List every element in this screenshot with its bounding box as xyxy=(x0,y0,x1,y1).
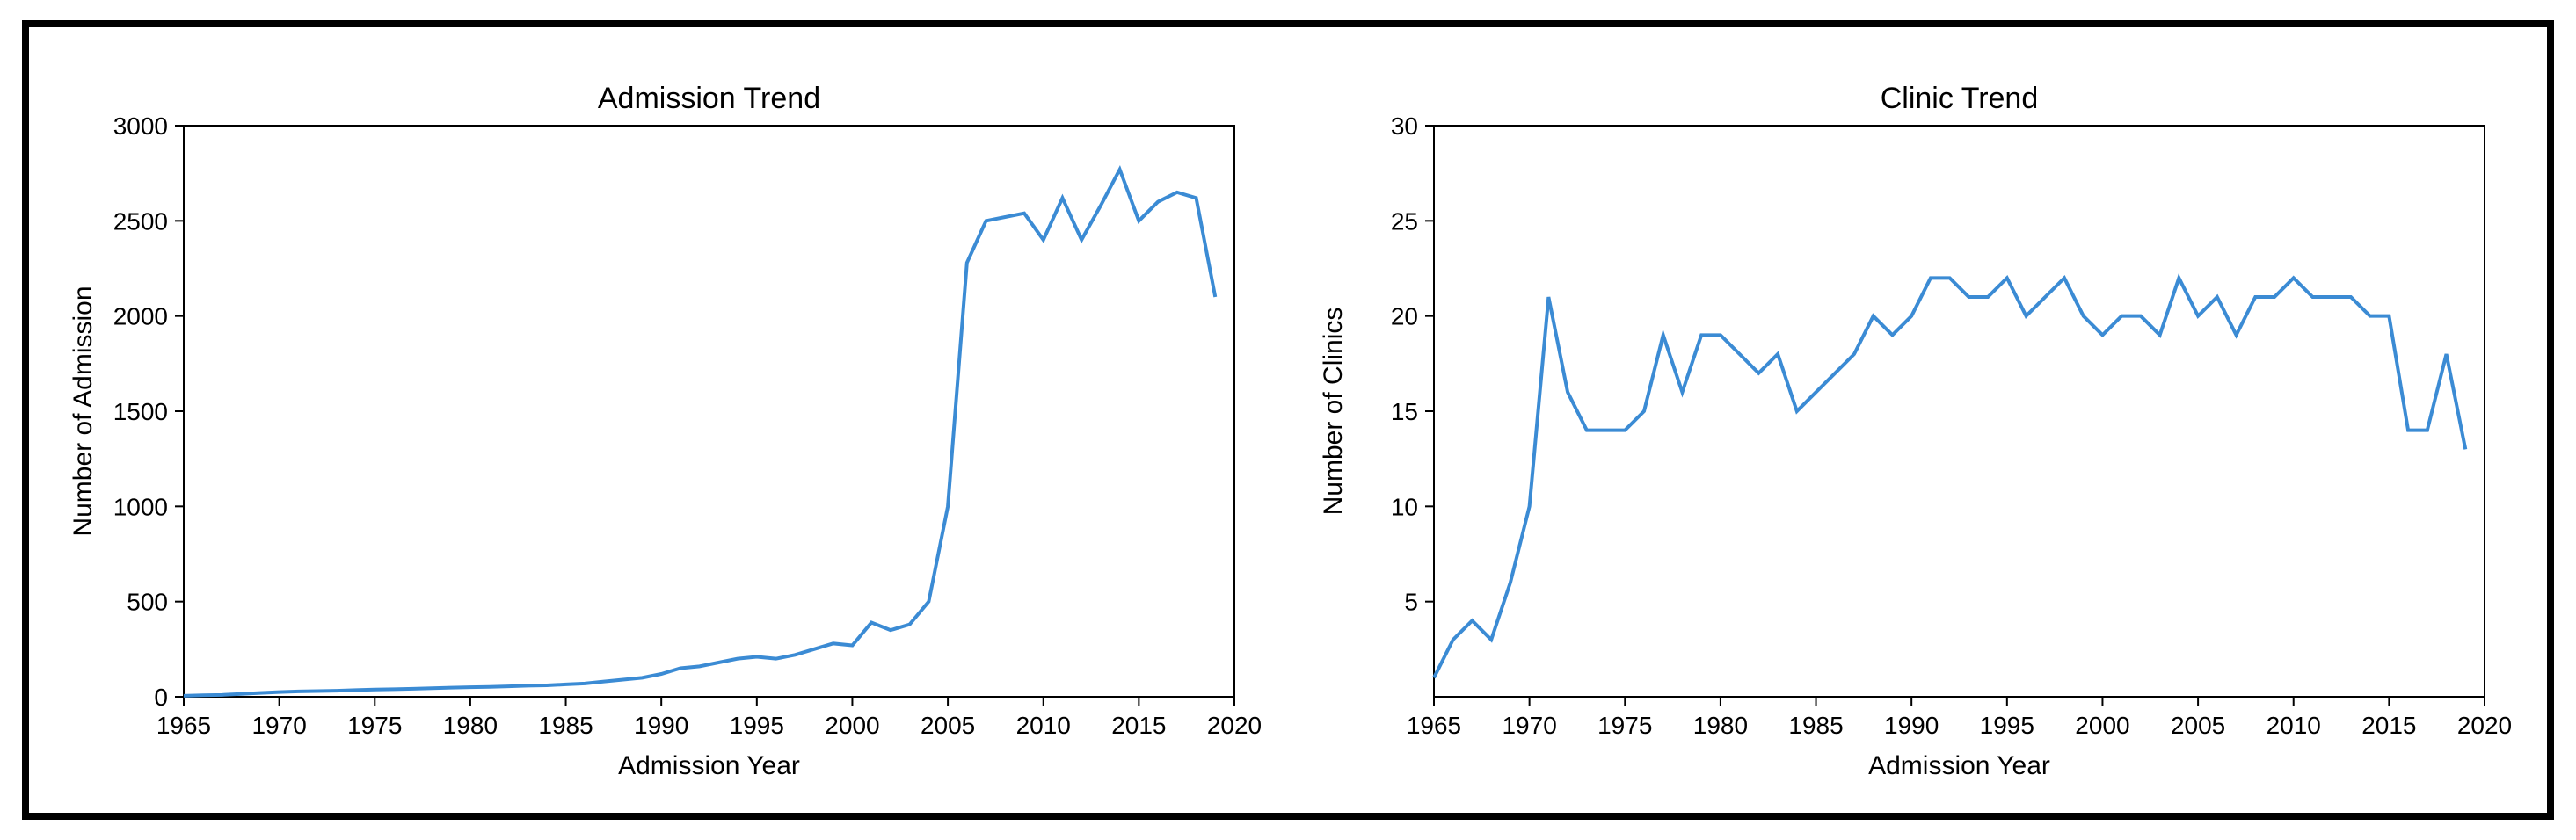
clinic-chart: 1965197019751980198519901995200020052010… xyxy=(1306,47,2520,793)
x-axis-label: Admission Year xyxy=(618,751,800,780)
chart-title: Clinic Trend xyxy=(1881,82,2039,115)
x-tick-label: 1965 xyxy=(156,712,211,739)
x-tick-label: 1975 xyxy=(1597,712,1652,739)
y-tick-label: 3000 xyxy=(113,112,168,140)
plot-border xyxy=(1434,126,2485,697)
y-tick-label: 20 xyxy=(1391,303,1418,330)
y-tick-label: 5 xyxy=(1404,589,1418,616)
x-tick-label: 1985 xyxy=(538,712,593,739)
x-tick-label: 2005 xyxy=(921,712,975,739)
y-tick-label: 0 xyxy=(154,684,168,711)
x-tick-label: 1975 xyxy=(347,712,402,739)
x-axis-label: Admission Year xyxy=(1868,751,2050,780)
y-tick-label: 10 xyxy=(1391,493,1418,520)
x-tick-label: 2000 xyxy=(825,712,879,739)
x-tick-label: 1980 xyxy=(443,712,498,739)
admission-chart: 1965 1970 1975 1980 1985 1990 1995 2000 2005 2010… xyxy=(56,47,1270,793)
x-tick-label: 2015 xyxy=(2361,712,2416,739)
x-tick-label: 2010 xyxy=(1016,712,1071,739)
y-tick-label: 2000 xyxy=(113,303,168,330)
x-tick-label: 2015 xyxy=(1111,712,1166,739)
x-tick-label: 1970 xyxy=(1502,712,1556,739)
y-tick-label: 1000 xyxy=(113,493,168,520)
x-tick-label: 2000 xyxy=(2075,712,2129,739)
chart-title: Admission Trend xyxy=(598,82,820,115)
y-tick-label: 25 xyxy=(1391,207,1418,235)
y-tick-label: 2500 xyxy=(113,207,168,235)
x-tick-label: 2010 xyxy=(2267,712,2321,739)
y-tick-label: 30 xyxy=(1391,112,1418,140)
x-tick-label: 2020 xyxy=(1207,712,1262,739)
plot-border xyxy=(184,126,1234,697)
y-axis-label: Number of Admission xyxy=(69,286,98,536)
data-line xyxy=(1434,278,2465,677)
x-tick-label: 1990 xyxy=(634,712,688,739)
x-tick-label: 1965 xyxy=(1407,712,1461,739)
y-axis-label: Number of Clinics xyxy=(1319,308,1348,516)
x-tick-label: 2020 xyxy=(2457,712,2512,739)
y-tick-label: 500 xyxy=(127,589,168,616)
x-tick-label: 1990 xyxy=(1884,712,1939,739)
x-tick-label: 1995 xyxy=(730,712,784,739)
x-tick-label: 1970 xyxy=(251,712,306,739)
data-line xyxy=(184,170,1215,696)
x-tick-label: 1980 xyxy=(1693,712,1748,739)
y-tick-label: 1500 xyxy=(113,398,168,425)
figure-frame: 1965197019751980198519901995200020052010… xyxy=(22,20,2554,820)
x-tick-label: 1985 xyxy=(1788,712,1843,739)
x-tick-label: 2005 xyxy=(2171,712,2225,739)
x-tick-label: 1995 xyxy=(1980,712,2034,739)
y-tick-label: 15 xyxy=(1391,398,1418,425)
